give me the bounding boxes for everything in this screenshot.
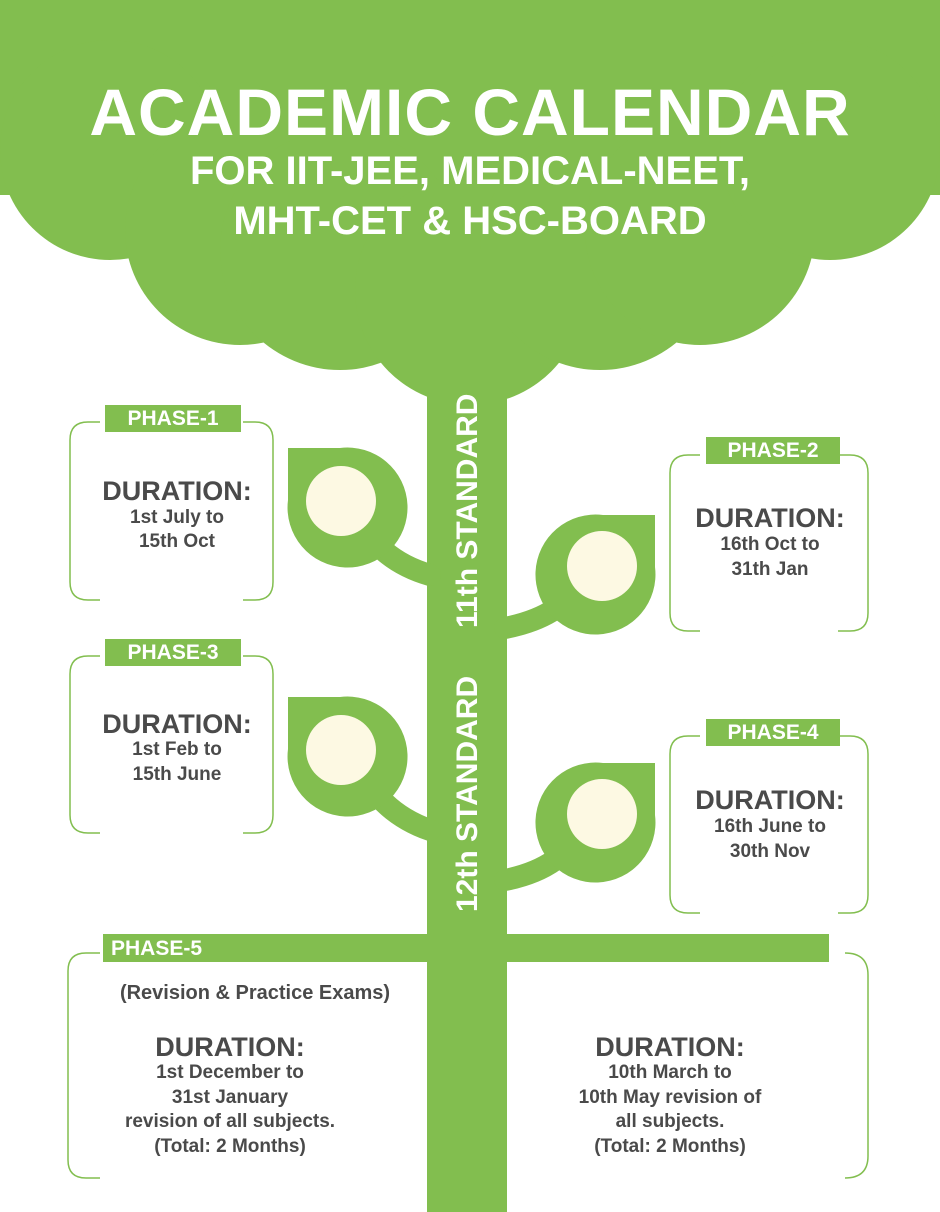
phase-4-frame: [669, 735, 869, 914]
phase-3-tag: PHASE-3: [105, 639, 241, 666]
phase-5-right-line-4: (Total: 2 Months): [594, 1136, 746, 1157]
standard-11-label: 11th STANDARD: [451, 393, 484, 628]
phase-1-start: 1st July to: [130, 507, 224, 528]
phase-2-tag: PHASE-2: [706, 437, 840, 464]
page-title: ACADEMIC CALENDAR: [89, 75, 851, 149]
phase-5-left-line-2: 31st January: [171, 1087, 289, 1108]
leaf-phase-1: [287, 447, 408, 568]
page-subtitle: FOR IIT-JEE, MEDICAL-NEET, MHT-CET & HSC…: [0, 146, 940, 246]
phase-4-start: 16th June to: [714, 816, 826, 837]
phase-5-right-line-3: all subjects.: [615, 1111, 725, 1132]
phase-3-frame: [69, 655, 274, 834]
phase-2-end: 31th Jan: [731, 559, 809, 580]
phase-5-frame: [67, 952, 869, 1179]
phase-3-start: 1st Feb to: [132, 739, 222, 760]
standard-12-label: 12th STANDARD: [451, 675, 484, 912]
phase-5-note: (Revision & Practice Exams): [119, 982, 391, 1004]
subtitle-line-1: FOR IIT-JEE, MEDICAL-NEET,: [189, 149, 751, 193]
tree-trunk: [427, 250, 507, 1212]
phase-3-duration-label: DURATION:: [102, 709, 252, 739]
leaf-phase-4: [535, 762, 656, 883]
subtitle-line-2: MHT-CET & HSC-BOARD: [233, 199, 707, 243]
phase-5-right-line-1: 10th March to: [608, 1062, 732, 1083]
phase-3-end: 15th June: [132, 764, 222, 785]
phase-1-tag: PHASE-1: [105, 405, 241, 432]
phase-5-left-line-1: 1st December to: [156, 1062, 304, 1083]
phase-4-duration-label: DURATION:: [695, 785, 845, 815]
phase-5-left-line-4: (Total: 2 Months): [154, 1136, 306, 1157]
leaf-phase-3: [287, 696, 408, 817]
phase-1-frame: [69, 421, 274, 601]
phase-2-duration-label: DURATION:: [695, 503, 845, 533]
phase-2-frame: [669, 454, 869, 632]
phase-4-end: 30th Nov: [729, 841, 811, 862]
phase-5-left-line-3: revision of all subjects.: [124, 1111, 336, 1132]
phase-1-end: 15th Oct: [138, 531, 216, 552]
tree-canopy: [0, 0, 940, 405]
phase-5-left-duration-label: DURATION:: [155, 1032, 305, 1062]
phase-5-tag: PHASE-5: [111, 937, 203, 960]
phase-5-right-duration-label: DURATION:: [595, 1032, 745, 1062]
phase-2-start: 16th Oct to: [720, 534, 820, 555]
phase-4-tag: PHASE-4: [706, 719, 840, 746]
phase-5-right-line-2: 10th May revision of: [578, 1087, 762, 1108]
phase5-branch-bar: [103, 934, 829, 962]
phase-1-duration-label: DURATION:: [102, 476, 252, 506]
leaf-phase-2: [535, 514, 656, 635]
